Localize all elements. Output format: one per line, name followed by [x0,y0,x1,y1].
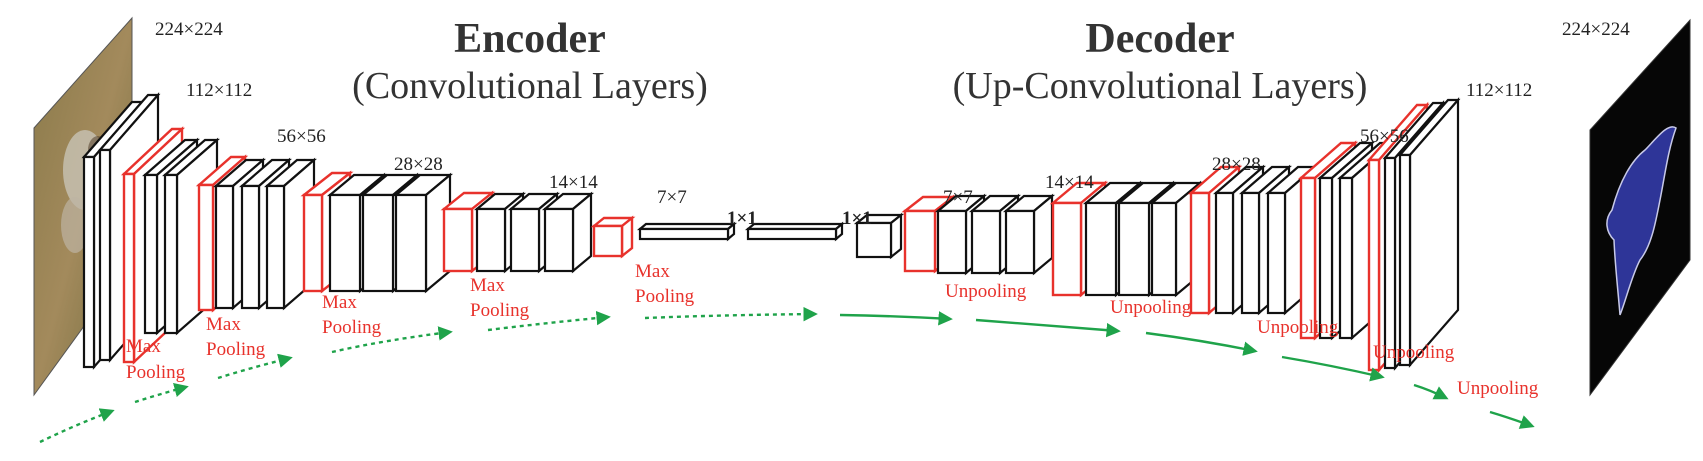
maxpool-4-max: Max [470,275,505,296]
layer-block-dec-conv-14-c [1002,193,1056,276]
flow-arrow-solid [1413,383,1449,400]
unpool-3: Unpooling [1257,317,1339,338]
maxpool-1-max: Max [126,336,161,357]
maxpool-2-max: Max [206,314,241,335]
dim-dec-7: 7×7 [943,187,973,208]
layer-block-fc-1x1-a [636,221,738,242]
flow-arrow-dotted [331,326,453,354]
dim-fc1: 1×1 [727,208,757,229]
flow-arrow-solid [1489,410,1535,429]
maxpool-4-pooling: Pooling [470,300,530,321]
flow-arrow-solid [1145,331,1258,356]
flow-arrow-dotted [217,353,293,380]
layer-block-dec-conv-224-b [1397,97,1461,368]
layer-block-fc-1x1-b [744,221,846,242]
dim-enc-112: 112×112 [186,80,252,101]
dim-enc-56: 56×56 [277,126,326,147]
encoder-subtitle: (Convolutional Layers) [352,65,708,107]
dim-dec-112: 112×112 [1466,80,1532,101]
flow-arrow-solid [975,318,1121,338]
dim-dec-14: 14×14 [1045,172,1094,193]
flow-arrow-dotted [644,306,818,322]
maxpool-5-max: Max [635,261,670,282]
dim-enc-28: 28×28 [394,154,443,175]
flow-arrow-solid [1281,355,1385,382]
dim-enc-14: 14×14 [549,172,598,193]
flow-arrow-dotted [134,383,189,404]
flow-arrow-solid [839,311,953,326]
dim-dec-28: 28×28 [1212,154,1261,175]
unpool-1: Unpooling [945,281,1027,302]
decoder-title: Decoder [1085,16,1234,62]
flow-arrow-dotted [39,408,115,444]
maxpool-2-pooling: Pooling [206,339,266,360]
output-segmentation [1589,18,1691,397]
dim-enc-224: 224×224 [155,19,223,40]
unpool-2: Unpooling [1110,297,1192,318]
dim-fc2: 1×1 [842,208,872,229]
flow-arrows [39,306,1535,444]
flow-arrow-dotted [487,310,611,332]
maxpool-3-pooling: Pooling [322,317,382,338]
dim-enc-7: 7×7 [657,187,687,208]
unpool-5: Unpooling [1457,378,1539,399]
layer-block-enc-conv-28-c [392,172,454,294]
layer-blocks [81,92,1461,374]
maxpool-1-pooling: Pooling [126,362,186,383]
maxpool-3-max: Max [322,292,357,313]
dim-dec-56: 56×56 [1360,126,1409,147]
maxpool-5-pooling: Pooling [635,286,695,307]
encoder-title: Encoder [454,16,606,62]
decoder-subtitle: (Up-Convolutional Layers) [953,65,1368,107]
layer-block-dec-conv-7 [853,212,905,260]
dim-dec-224: 224×224 [1562,19,1630,40]
layer-block-enc-pool-5 [590,215,636,259]
unpool-4: Unpooling [1373,342,1455,363]
layer-block-enc-conv-14-c [541,191,595,274]
